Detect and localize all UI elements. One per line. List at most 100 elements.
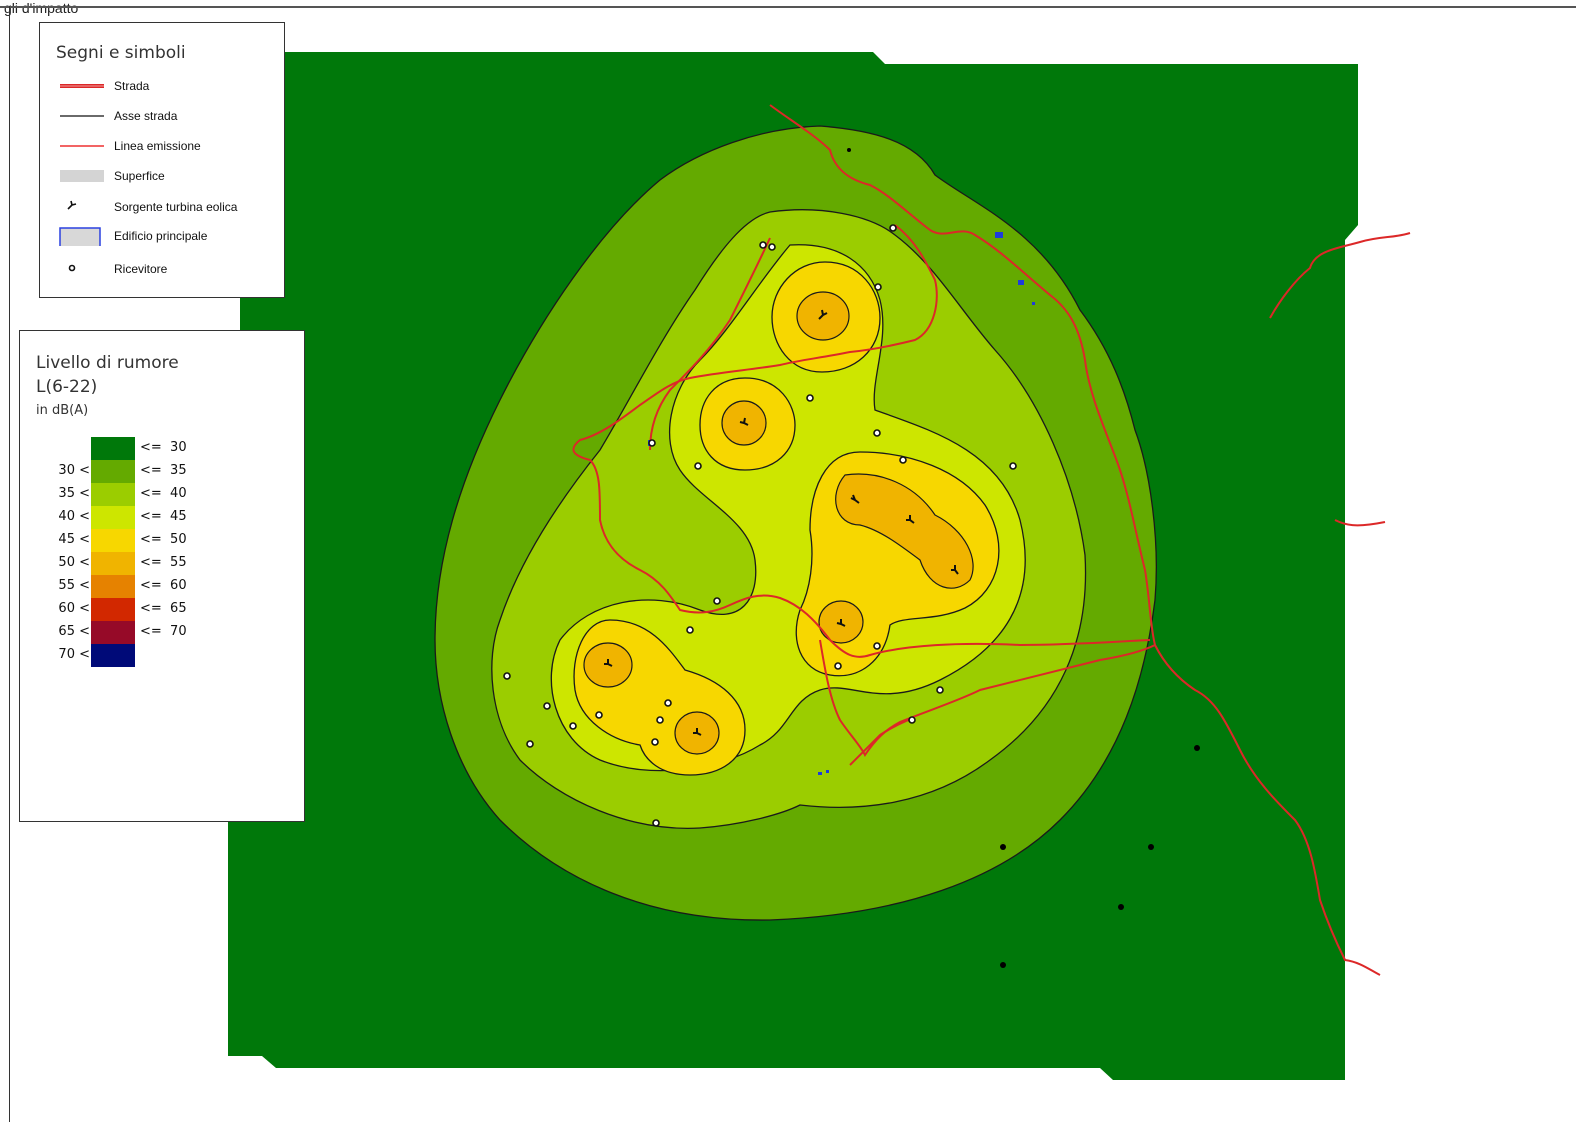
noise-class-high: <= 35 xyxy=(140,463,187,478)
surface-symbol-icon xyxy=(60,170,104,182)
wind-turbine-icon xyxy=(739,417,749,426)
wind-turbine-icon xyxy=(818,309,828,320)
noise-class-low: 45 < xyxy=(58,532,90,547)
receiver xyxy=(1000,844,1006,850)
noise-legend-title: Livello di rumore L(6-22) xyxy=(36,351,179,399)
main-building xyxy=(1018,280,1024,285)
noise-class-low: 65 < xyxy=(58,624,90,639)
noise-class-low: 70 < xyxy=(58,647,90,662)
main-building xyxy=(826,770,829,773)
road xyxy=(769,104,1381,976)
receiver xyxy=(899,456,907,464)
receiver xyxy=(1194,745,1200,751)
receiver xyxy=(526,740,534,748)
legend-label: Superfice xyxy=(114,169,165,183)
legend-row-road: Strada xyxy=(40,76,284,96)
legend-row-surface: Superfice xyxy=(40,166,284,186)
legend-label: Linea emissione xyxy=(114,139,201,153)
noise-class-row: 30 < <= 35 xyxy=(20,460,304,483)
wind-turbine-symbol-icon xyxy=(67,200,77,210)
legend-row-road-axis: Asse strada xyxy=(40,106,284,126)
noise-class-swatch xyxy=(91,552,135,575)
receiver xyxy=(768,243,776,251)
roads xyxy=(572,104,1411,976)
legend-row-receiver: Ricevitore xyxy=(40,259,284,279)
receiver-symbol-icon xyxy=(68,264,76,272)
noise-class-swatch xyxy=(91,621,135,644)
main-building xyxy=(995,232,1003,238)
receiver xyxy=(1009,462,1017,470)
receiver xyxy=(569,722,577,730)
noise-class-high: <= 30 xyxy=(140,440,187,455)
symbols-legend-title: Segni e simboli xyxy=(56,43,186,63)
noise-class-row: 50 < <= 55 xyxy=(20,552,304,575)
main-building-symbol-icon xyxy=(59,227,101,246)
receiver xyxy=(936,686,944,694)
noise-class-high: <= 70 xyxy=(140,624,187,639)
road-symbol-icon xyxy=(60,84,104,88)
legend-label: Sorgente turbina eolica xyxy=(114,200,238,214)
noise-class-low: 55 < xyxy=(58,578,90,593)
receiver xyxy=(806,394,814,402)
noise-class-row: 60 < <= 65 xyxy=(20,598,304,621)
noise-class-swatch xyxy=(91,460,135,483)
main-building xyxy=(1032,302,1035,305)
receiver xyxy=(664,699,672,707)
receiver xyxy=(908,716,916,724)
wind-turbine-icon xyxy=(836,619,846,627)
noise-class-high: <= 60 xyxy=(140,578,187,593)
noise-class-high: <= 55 xyxy=(140,555,187,570)
road xyxy=(849,717,913,766)
wind-turbine-icon xyxy=(604,659,613,667)
receiver xyxy=(686,626,694,634)
noise-class-swatch xyxy=(91,598,135,621)
receiver xyxy=(656,716,664,724)
window-top-border xyxy=(0,6,1576,8)
window-left-border xyxy=(9,6,10,1122)
noise-class-row: 70 < xyxy=(20,644,304,667)
noise-class-low: 40 < xyxy=(58,509,90,524)
receiver xyxy=(889,224,897,232)
wind-turbine-icon xyxy=(850,494,860,504)
noise-class-row: 45 < <= 50 xyxy=(20,529,304,552)
legend-row-emission-line: Linea emissione xyxy=(40,136,284,156)
noise-class-row: 65 < <= 70 xyxy=(20,621,304,644)
noise-class-high: <= 45 xyxy=(140,509,187,524)
receiver xyxy=(713,597,721,605)
noise-class-row: <= 30 xyxy=(20,437,304,460)
noise-class-swatch xyxy=(91,437,135,460)
legend-label: Strada xyxy=(114,79,150,93)
road xyxy=(649,237,771,451)
noise-class-swatch xyxy=(91,483,135,506)
wind-turbines[interactable] xyxy=(604,309,959,736)
noise-class-high: <= 50 xyxy=(140,532,187,547)
noise-class-low: 35 < xyxy=(58,486,90,501)
legend-label: Ricevitore xyxy=(114,262,168,276)
noise-legend-title-line1: Livello di rumore xyxy=(36,353,179,373)
receiver xyxy=(652,819,660,827)
road xyxy=(1334,519,1386,527)
road-axis-symbol-icon xyxy=(60,115,104,117)
receiver xyxy=(648,439,656,447)
noise-class-swatch xyxy=(91,644,135,667)
receiver xyxy=(847,148,851,152)
noise-class-low: 30 < xyxy=(58,463,90,478)
legend-row-wind-turbine: Sorgente turbina eolica xyxy=(40,197,284,217)
noise-zone-50-55 xyxy=(835,473,974,589)
receivers-outside[interactable] xyxy=(847,148,1200,968)
receiver xyxy=(651,738,659,746)
receiver xyxy=(1000,962,1006,968)
receiver xyxy=(543,702,551,710)
legend-row-main-building: Edificio principale xyxy=(40,226,284,246)
receiver xyxy=(1148,844,1154,850)
main-building xyxy=(818,772,822,775)
window-caption: gli d'impatto xyxy=(4,0,79,16)
receiver xyxy=(874,283,882,291)
wind-turbine-icon xyxy=(906,515,915,524)
wind-turbine-icon xyxy=(951,565,959,575)
receivers[interactable] xyxy=(503,224,1017,827)
noise-class-row: 35 < <= 40 xyxy=(20,483,304,506)
receiver xyxy=(834,662,842,670)
